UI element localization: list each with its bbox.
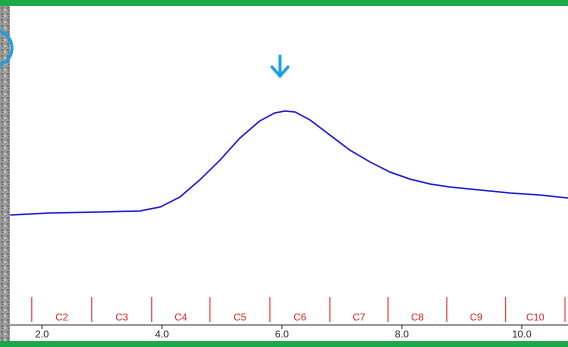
bottom-border: [0, 341, 568, 347]
carbon-label: C7: [353, 313, 366, 324]
carbon-label: C6: [293, 313, 306, 324]
carbon-label: C4: [174, 313, 187, 324]
x-tick-label: 2.0: [35, 330, 49, 341]
carbon-label: C9: [470, 313, 483, 324]
x-tick-label: 10.0: [512, 330, 532, 341]
carbon-label: C8: [411, 313, 424, 324]
carbon-label: C2: [55, 313, 68, 324]
carbon-label: C10: [526, 313, 545, 324]
carbon-label: C3: [115, 313, 128, 324]
x-tick-label: 6.0: [275, 330, 289, 341]
x-tick-label: 8.0: [395, 330, 409, 341]
x-tick-label: 4.0: [155, 330, 169, 341]
top-border: [0, 0, 568, 6]
chart: 2.0 4.0 6.0 8.0 10.0 C2 C3 C4 C5 C6 C7 C8 C9 C10: [0, 0, 568, 347]
left-strip: [0, 0, 10, 347]
carbon-label: C5: [234, 313, 247, 324]
background: [0, 0, 568, 347]
